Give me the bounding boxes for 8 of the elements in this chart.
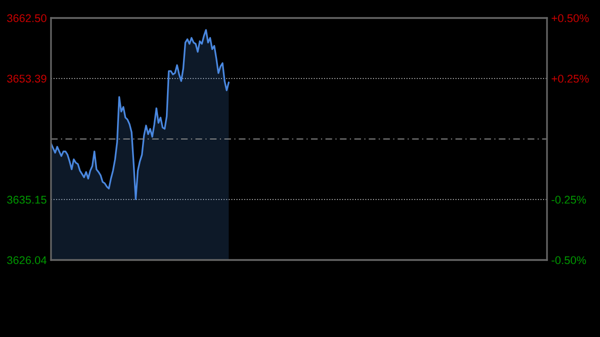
y2-tick-label: -0.25% — [552, 196, 586, 204]
y2-tick-label: +0.50% — [552, 14, 589, 22]
y-tick-label: 3635.15 — [7, 196, 46, 204]
y2-tick-label: +0.25% — [552, 74, 589, 83]
y-tick-label: 3653.39 — [7, 74, 46, 83]
y2-tick-label: -0.50% — [552, 256, 586, 264]
y-tick-label: 3626.04 — [7, 256, 47, 264]
y-tick-label: 3662.50 — [7, 14, 46, 22]
